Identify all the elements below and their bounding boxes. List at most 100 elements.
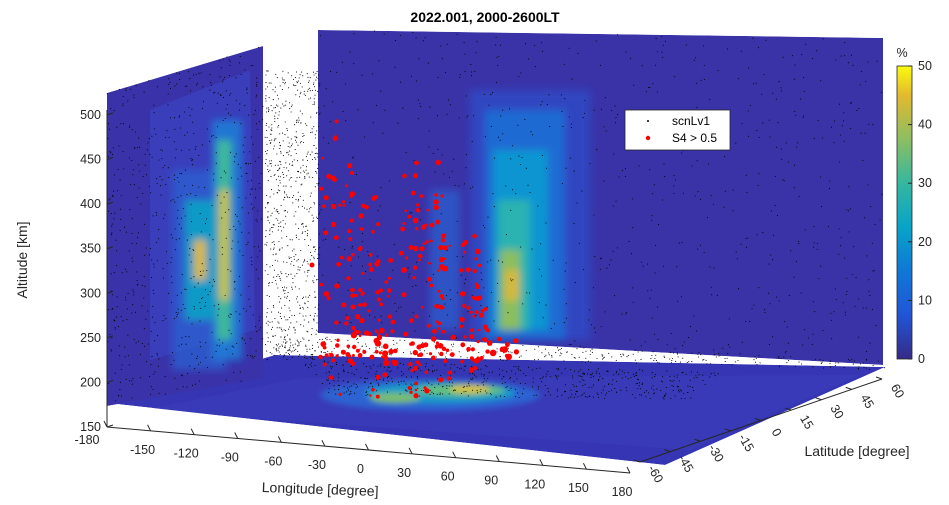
s4-point: [322, 362, 327, 367]
scnlv1-point: [531, 248, 533, 250]
scnlv1-point: [116, 126, 118, 128]
scnlv1-point: [764, 309, 766, 311]
scnlv1-point: [347, 289, 349, 292]
scnlv1-point: [237, 178, 239, 180]
s4-point: [418, 363, 422, 367]
scnlv1-point: [305, 296, 307, 298]
scnlv1-point: [583, 372, 585, 374]
scnlv1-point: [417, 117, 419, 119]
scnlv1-point: [740, 50, 742, 52]
scnlv1-point: [293, 195, 295, 197]
scnlv1-point: [682, 372, 684, 374]
scnlv1-point: [286, 129, 288, 131]
scnlv1-point: [580, 395, 582, 397]
scnlv1-point: [452, 346, 454, 348]
scnlv1-point: [446, 249, 448, 251]
scnlv1-point: [215, 350, 217, 352]
scnlv1-point: [279, 179, 281, 182]
scnlv1-point: [519, 163, 521, 166]
scnlv1-point: [670, 332, 672, 334]
scnlv1-point: [176, 388, 178, 390]
scnlv1-point: [153, 292, 155, 294]
scnlv1-point: [245, 163, 247, 165]
scnlv1-point: [189, 247, 191, 249]
scnlv1-point: [415, 285, 417, 287]
scnlv1-point: [246, 87, 248, 89]
x-tick-mark: [234, 432, 239, 439]
scnlv1-point: [709, 376, 711, 378]
scnlv1-point: [275, 138, 277, 140]
scnlv1-point: [468, 381, 470, 383]
scnlv1-point: [345, 83, 347, 85]
scnlv1-point: [724, 190, 726, 192]
scnlv1-point: [311, 158, 314, 161]
scnlv1-point: [635, 374, 637, 376]
scnlv1-point: [422, 40, 424, 42]
scnlv1-point: [451, 385, 453, 387]
scnlv1-point: [244, 136, 246, 138]
scnlv1-point: [201, 107, 203, 109]
scnlv1-point: [455, 337, 458, 339]
scnlv1-point: [837, 362, 839, 364]
scnlv1-point: [137, 283, 139, 285]
scnlv1-point: [674, 76, 676, 78]
scnlv1-point: [316, 182, 318, 185]
s4-point: [425, 240, 429, 244]
s4-point: [426, 208, 429, 212]
scnlv1-point: [813, 246, 815, 248]
scnlv1-point: [627, 378, 629, 380]
scnlv1-point: [199, 341, 201, 343]
scnlv1-point: [280, 221, 282, 223]
s4-point: [477, 328, 481, 332]
scnlv1-point: [571, 375, 574, 377]
scnlv1-point: [308, 211, 310, 213]
scnlv1-point: [306, 357, 308, 359]
scnlv1-point: [292, 344, 294, 346]
scnlv1-point: [535, 394, 537, 396]
s4-point: [329, 375, 334, 380]
scnlv1-point: [534, 66, 536, 68]
scnlv1-point: [620, 389, 622, 391]
scnlv1-point: [463, 283, 465, 285]
scnlv1-point: [315, 248, 317, 251]
scnlv1-point: [556, 395, 558, 398]
scnlv1-point: [440, 45, 442, 47]
scnlv1-point: [133, 294, 135, 296]
scnlv1-point: [206, 128, 208, 130]
scnlv1-point: [541, 155, 544, 157]
scnlv1-point: [235, 311, 237, 313]
scnlv1-point: [281, 132, 284, 134]
scnlv1-point: [269, 352, 271, 354]
scnlv1-point: [186, 131, 188, 133]
scnlv1-point: [239, 275, 241, 277]
scnlv1-point: [300, 91, 302, 93]
scnlv1-point: [573, 223, 575, 225]
scnlv1-point: [110, 273, 112, 275]
s4-point: [387, 288, 392, 293]
s4-point: [390, 319, 396, 325]
scnlv1-point: [287, 211, 289, 213]
scnlv1-point: [277, 219, 279, 221]
scnlv1-point: [834, 364, 836, 367]
scnlv1-point: [278, 142, 281, 144]
x-tick-mark: [190, 428, 195, 435]
scnlv1-point: [269, 266, 271, 268]
scnlv1-point: [749, 104, 751, 107]
scnlv1-point: [584, 112, 586, 114]
s4-point: [351, 253, 355, 257]
s4-point: [369, 394, 372, 397]
scnlv1-point: [233, 161, 235, 163]
s4-point: [402, 221, 406, 225]
scnlv1-point: [290, 342, 292, 344]
scnlv1-point: [790, 250, 792, 252]
scnlv1-point: [151, 356, 153, 358]
scnlv1-point: [563, 288, 565, 290]
scnlv1-point: [350, 393, 352, 395]
scnlv1-point: [774, 175, 776, 177]
scnlv1-point: [608, 352, 610, 354]
scnlv1-point: [556, 378, 558, 380]
scnlv1-point: [304, 259, 306, 261]
scnlv1-point: [578, 371, 580, 373]
scnlv1-point: [272, 336, 274, 338]
scnlv1-point: [178, 116, 180, 118]
